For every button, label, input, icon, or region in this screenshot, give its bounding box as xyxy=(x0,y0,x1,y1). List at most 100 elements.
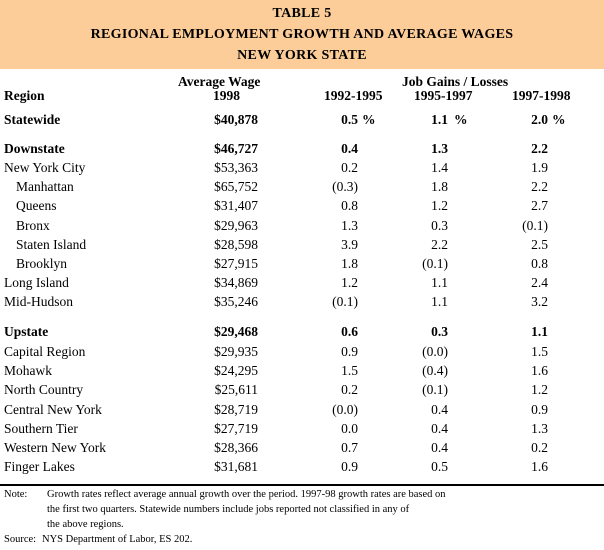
growth-1992-1995-cell: (0.3) xyxy=(332,179,358,194)
growth-1992-1995-cell: 0.9 xyxy=(341,344,358,359)
table-row: New York City $53,363 0.2 1.4 1.9 xyxy=(0,160,604,179)
growth-1997-1998-cell: 0.2 xyxy=(531,440,548,455)
pct-1997-1998-sign: % xyxy=(552,112,566,127)
table-number: TABLE 5 xyxy=(272,6,332,21)
region-cell: Mohawk xyxy=(4,363,52,378)
growth-1995-1997-cell: 1.1 xyxy=(431,294,448,309)
source-label: Source: xyxy=(4,534,37,545)
growth-1992-1995-cell: 1.2 xyxy=(341,275,358,290)
region-cell: North Country xyxy=(4,382,84,397)
table-row: Capital Region $29,935 0.9 (0.0) 1.5 xyxy=(0,344,604,363)
region-cell: Staten Island xyxy=(16,237,87,252)
wage-cell: $40,878 xyxy=(214,112,258,127)
header-period-1992-1995: 1992-1995 xyxy=(324,88,383,103)
growth-1992-1995-cell: 0.4 xyxy=(341,141,358,156)
growth-1997-1998-cell: 3.2 xyxy=(531,294,548,309)
growth-1997-1998-cell: 2.0 xyxy=(531,112,548,127)
title-banner: TABLE 5 REGIONAL EMPLOYMENT GROWTH AND A… xyxy=(0,0,604,69)
table-row: Central New York $28,719 (0.0) 0.4 0.9 xyxy=(0,402,604,421)
growth-1995-1997-cell: 0.4 xyxy=(431,402,448,417)
wage-cell: $46,727 xyxy=(214,141,258,156)
note-line-3: the above regions. xyxy=(47,519,124,530)
wage-cell: $29,935 xyxy=(214,344,258,359)
wage-cell: $29,468 xyxy=(214,324,258,339)
growth-1997-1998-cell: 1.1 xyxy=(531,324,548,339)
growth-1992-1995-cell: 3.9 xyxy=(341,237,358,252)
table-row: Brooklyn $27,915 1.8 (0.1) 0.8 xyxy=(0,256,604,275)
wage-cell: $34,869 xyxy=(214,275,258,290)
region-cell: Long Island xyxy=(4,275,69,290)
growth-1997-1998-cell: (0.1) xyxy=(522,218,548,233)
growth-1992-1995-cell: 0.2 xyxy=(341,382,358,397)
wage-cell: $28,366 xyxy=(214,440,258,455)
header-year-1998: 1998 xyxy=(213,88,240,103)
growth-1995-1997-cell: 2.2 xyxy=(431,237,448,252)
bottom-rule xyxy=(0,484,604,486)
source-text: NYS Department of Labor, ES 202. xyxy=(42,534,193,545)
growth-1997-1998-cell: 2.7 xyxy=(531,198,548,213)
header-average-wage: Average Wage xyxy=(178,74,261,89)
table-subtitle: NEW YORK STATE xyxy=(237,48,367,63)
region-cell: Capital Region xyxy=(4,344,86,359)
region-cell: Statewide xyxy=(4,112,61,127)
header-period-1997-1998: 1997-1998 xyxy=(512,88,571,103)
growth-1995-1997-cell: 0.4 xyxy=(431,421,448,436)
growth-1997-1998-cell: 2.4 xyxy=(531,275,548,290)
wage-cell: $28,719 xyxy=(214,402,258,417)
region-cell: Queens xyxy=(16,198,57,213)
wage-cell: $31,407 xyxy=(214,198,258,213)
growth-1997-1998-cell: 1.9 xyxy=(531,160,548,175)
pct-1992-1995-sign: % xyxy=(362,112,376,127)
wage-cell: $27,719 xyxy=(214,421,258,436)
region-cell: New York City xyxy=(4,160,86,175)
header-job-gains-losses: Job Gains / Losses xyxy=(402,74,509,89)
growth-1992-1995-cell: 1.8 xyxy=(341,256,358,271)
growth-1992-1995-cell: 0.5 xyxy=(341,112,358,127)
growth-1997-1998-cell: 2.5 xyxy=(531,237,548,252)
growth-1995-1997-cell: 0.5 xyxy=(431,459,448,474)
growth-1995-1997-cell: (0.4) xyxy=(422,363,448,378)
growth-1992-1995-cell: 0.9 xyxy=(341,459,358,474)
note-line-2: the first two quarters. Statewide number… xyxy=(47,504,410,515)
growth-1997-1998-cell: 1.6 xyxy=(531,363,548,378)
region-cell: Upstate xyxy=(4,324,49,339)
growth-1992-1995-cell: 0.0 xyxy=(341,421,358,436)
region-cell: Manhattan xyxy=(16,179,74,194)
wage-cell: $25,611 xyxy=(214,382,258,397)
growth-1995-1997-cell: (0.0) xyxy=(422,344,448,359)
wage-cell: $35,246 xyxy=(214,294,258,309)
wage-cell: $28,598 xyxy=(214,237,258,252)
growth-1997-1998-cell: 1.3 xyxy=(531,421,548,436)
growth-1992-1995-cell: 0.6 xyxy=(341,324,358,339)
growth-1992-1995-cell: (0.1) xyxy=(332,294,358,309)
growth-1997-1998-cell: 2.2 xyxy=(531,179,548,194)
region-cell: Central New York xyxy=(4,402,102,417)
table-row: Finger Lakes $31,681 0.9 0.5 1.6 xyxy=(0,459,604,478)
wage-cell: $65,752 xyxy=(214,179,258,194)
table-row: Mohawk $24,295 1.5 (0.4) 1.6 xyxy=(0,363,604,382)
growth-1997-1998-cell: 2.2 xyxy=(531,141,548,156)
table-row: Manhattan $65,752 (0.3) 1.8 2.2 xyxy=(0,179,604,198)
wage-cell: $24,295 xyxy=(214,363,258,378)
growth-1995-1997-cell: 0.4 xyxy=(431,440,448,455)
growth-1995-1997-cell: 1.8 xyxy=(431,179,448,194)
wage-cell: $29,963 xyxy=(214,218,258,233)
table-row: Upstate $29,468 0.6 0.3 1.1 xyxy=(0,324,604,343)
growth-1995-1997-cell: 1.2 xyxy=(431,198,448,213)
growth-1995-1997-cell: 0.3 xyxy=(431,324,448,339)
wage-cell: $27,915 xyxy=(214,256,258,271)
region-cell: Western New York xyxy=(4,440,107,455)
table-row: Downstate $46,727 0.4 1.3 2.2 xyxy=(0,141,604,160)
note-label: Note: xyxy=(4,489,28,500)
header-period-1995-1997: 1995-1997 xyxy=(414,88,473,103)
growth-1992-1995-cell: 0.2 xyxy=(341,160,358,175)
table-row: Queens $31,407 0.8 1.2 2.7 xyxy=(0,198,604,217)
growth-1992-1995-cell: 1.5 xyxy=(341,363,358,378)
growth-1995-1997-cell: 1.3 xyxy=(431,141,448,156)
region-cell: Downstate xyxy=(4,141,65,156)
growth-1997-1998-cell: 0.8 xyxy=(531,256,548,271)
growth-1995-1997-cell: 1.1 xyxy=(431,112,448,127)
table-title: REGIONAL EMPLOYMENT GROWTH AND AVERAGE W… xyxy=(90,27,514,42)
growth-1992-1995-cell: 1.3 xyxy=(341,218,358,233)
table-row: Southern Tier $27,719 0.0 0.4 1.3 xyxy=(0,421,604,440)
